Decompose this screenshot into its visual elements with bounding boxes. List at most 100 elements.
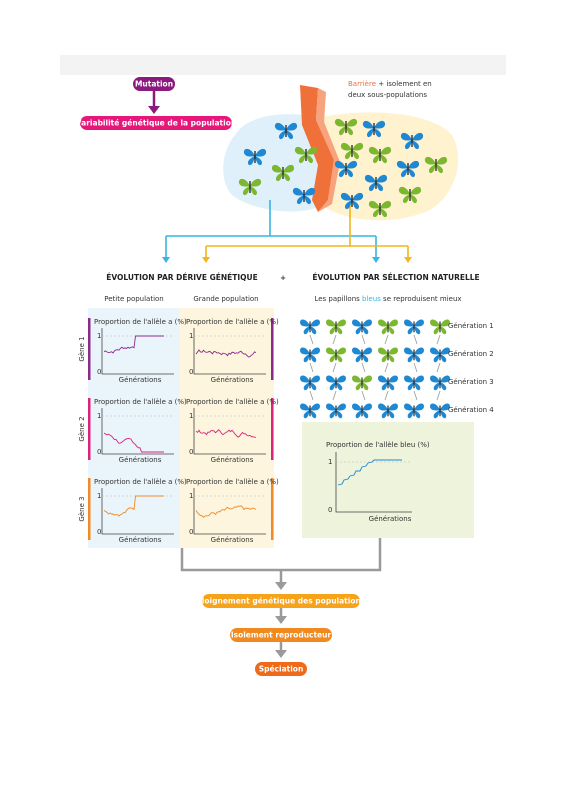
butterfly	[300, 375, 320, 391]
curve	[103, 335, 164, 354]
arrow	[413, 362, 418, 373]
y-tick-label: 1	[189, 412, 193, 420]
wing	[250, 178, 262, 196]
butterfly	[340, 142, 364, 160]
butterfly	[364, 174, 388, 192]
wing	[362, 375, 372, 391]
y-axis-label: Proportion de l'allèle a (%)	[94, 398, 187, 406]
wing	[310, 375, 320, 391]
arrow-heads	[275, 582, 287, 658]
wing	[440, 403, 450, 419]
wing	[430, 319, 440, 335]
wing	[396, 160, 408, 178]
plus: +	[280, 274, 286, 282]
outcome-pill	[255, 662, 307, 676]
x-axis-label: Générations	[211, 536, 254, 544]
wing	[362, 347, 372, 363]
butterfly	[400, 132, 424, 150]
arrow	[361, 334, 366, 345]
butterfly	[368, 146, 392, 164]
butterfly	[300, 347, 320, 363]
y-tick-label: 1	[189, 332, 193, 340]
butterfly	[352, 347, 372, 363]
wing	[388, 403, 398, 419]
arrow	[413, 334, 418, 345]
wing	[410, 186, 422, 204]
wing	[352, 142, 364, 160]
wing	[326, 347, 336, 363]
axes	[193, 408, 266, 455]
wing	[326, 403, 336, 419]
y-tick-label: 1	[97, 412, 101, 420]
butterfly	[326, 375, 346, 391]
wing	[300, 347, 310, 363]
y-tick-label: 0	[189, 528, 193, 536]
barrier-line2: deux sous-populations	[348, 91, 427, 99]
butterfly	[378, 375, 398, 391]
wing	[300, 319, 310, 335]
wing	[388, 319, 398, 335]
butterfly	[404, 403, 424, 419]
y-tick-label: 0	[97, 448, 101, 456]
arrow	[384, 390, 389, 401]
curve	[195, 429, 257, 438]
outcome: Éloignement génétique des populations	[197, 597, 366, 606]
butterfly	[326, 403, 346, 419]
arrow	[332, 390, 337, 401]
butterfly	[404, 319, 424, 335]
y-tick-label: 1	[97, 332, 101, 340]
mutation-pill	[133, 77, 175, 91]
butterfly	[430, 347, 450, 363]
caption-before: Les papillons	[314, 295, 360, 303]
wing	[283, 164, 295, 182]
arrow	[309, 362, 314, 373]
island-right	[318, 112, 459, 221]
gene-label: Gène 3	[78, 496, 86, 521]
drift-title: ÉVOLUTION PAR DÉRIVE GÉNÉTIQUE	[106, 273, 258, 282]
butterfly	[340, 192, 364, 210]
wing	[346, 118, 358, 136]
butterfly	[334, 160, 358, 178]
butterfly	[271, 164, 295, 182]
wing	[378, 375, 388, 391]
butterfly	[378, 403, 398, 419]
butterfly	[378, 319, 398, 335]
wing	[336, 375, 346, 391]
wing	[326, 375, 336, 391]
wing	[414, 403, 424, 419]
arrow	[436, 390, 441, 401]
gene-bar	[271, 318, 274, 380]
gene-bar	[271, 478, 274, 540]
curve	[195, 349, 257, 358]
butterfly	[300, 319, 320, 335]
arrow	[332, 334, 337, 345]
generation-label: Génération 2	[448, 350, 494, 358]
outcome: Isolement reproducteur	[231, 631, 332, 640]
barrier-shade	[316, 88, 340, 212]
butterfly	[326, 319, 346, 335]
wing	[300, 375, 310, 391]
wing	[424, 156, 436, 174]
wing	[336, 403, 346, 419]
y-tick-label: 1	[97, 492, 101, 500]
wing	[430, 403, 440, 419]
wing	[340, 142, 352, 160]
wing	[300, 403, 310, 419]
mutation-label: Mutation	[135, 80, 173, 89]
butterfly	[300, 403, 320, 419]
curve	[195, 505, 257, 518]
arrow-heads	[202, 257, 412, 263]
yellow-branch	[205, 205, 409, 258]
wing	[310, 319, 320, 335]
selection-caption: Les papillons bleus se reproduisent mieu…	[314, 295, 461, 303]
blue-branch	[165, 200, 377, 258]
butterfly	[334, 118, 358, 136]
wing	[292, 187, 304, 205]
wing	[388, 347, 398, 363]
butterfly	[404, 375, 424, 391]
wing	[414, 319, 424, 335]
wing	[304, 187, 316, 205]
axes	[101, 328, 174, 375]
wing	[336, 319, 346, 335]
